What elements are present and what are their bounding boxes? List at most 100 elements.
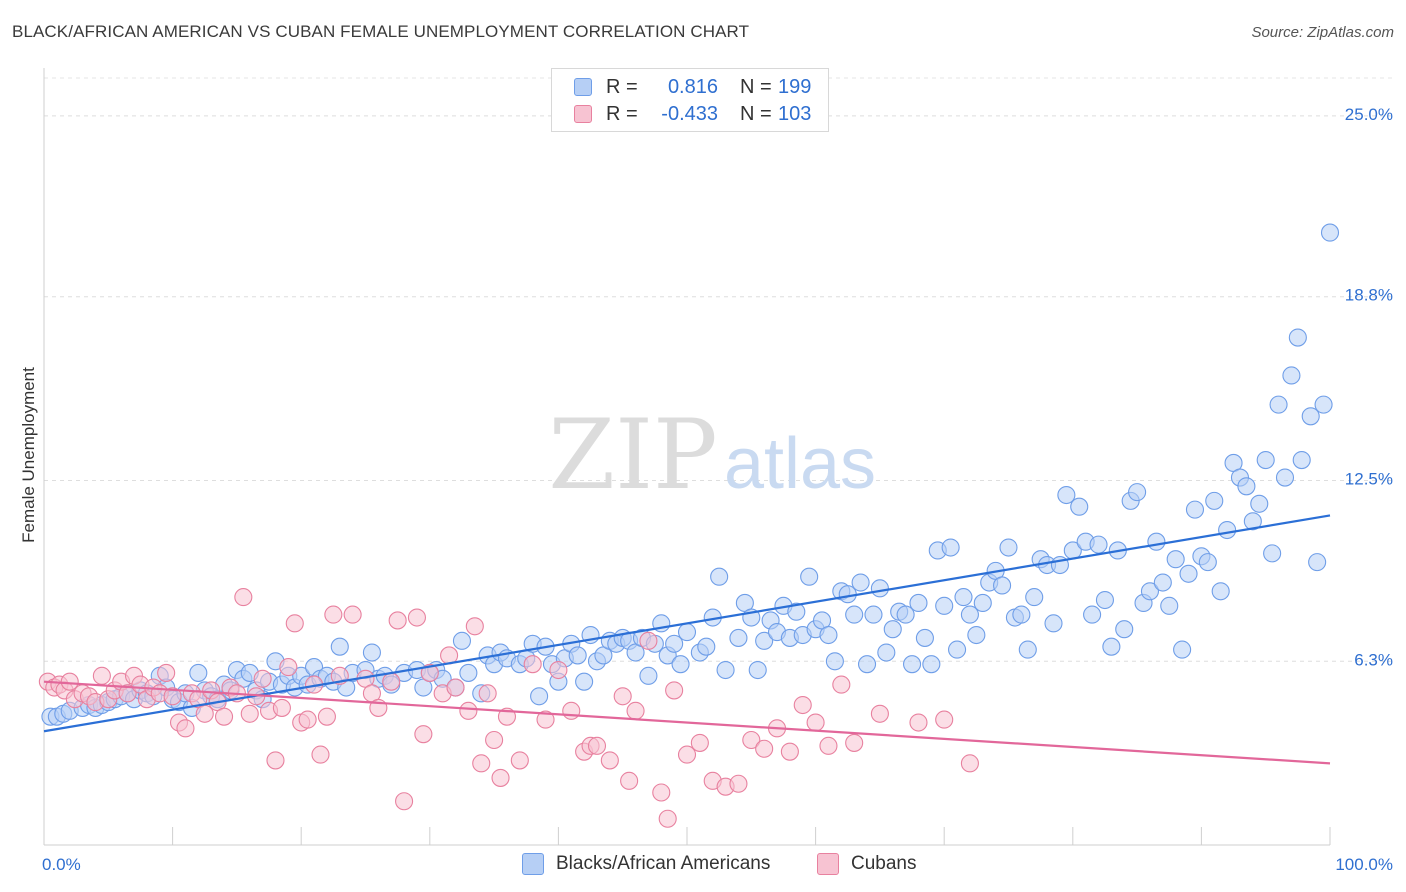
data-point [845,605,864,624]
y-axis-title: Female Unemployment [19,367,38,543]
chart-title: BLACK/AFRICAN AMERICAN VS CUBAN FEMALE U… [12,22,750,41]
data-point [414,725,433,744]
data-point [1320,223,1340,242]
data-point [382,672,401,691]
r-value: -0.433 [661,102,718,125]
data-point [935,710,954,729]
trend-line [43,680,1331,765]
data-point [1012,605,1031,624]
data-point [626,701,645,720]
data-point [176,719,195,738]
data-point [877,643,896,662]
data-point [948,640,967,659]
legend-row-blacks: R = 0.816 N = 199 [574,75,818,99]
data-point [1095,590,1114,610]
data-point [755,631,774,650]
data-point [1160,596,1179,615]
data-point [915,628,934,647]
data-point [935,596,954,615]
data-point [793,695,812,715]
data-point [298,710,317,729]
data-point [1275,468,1295,487]
data-point [1308,553,1327,572]
legend-swatch-blacks [574,78,592,96]
data-point [266,751,285,770]
data-point [677,623,697,642]
data-point [562,701,581,720]
data-point [1292,450,1311,470]
data-point [665,681,684,700]
y-tick-label: 6.3% [1354,650,1393,669]
watermark-zip: ZIP [548,399,717,511]
n-label: N = [740,102,772,125]
data-point [652,783,671,802]
data-point [530,687,549,706]
data-point [1314,395,1333,414]
data-point [465,617,484,636]
data-point [613,687,632,706]
data-point [317,707,336,726]
data-point [362,643,381,662]
data-point [324,605,343,624]
data-point [620,771,639,790]
data-point [1237,477,1256,496]
data-point [1128,483,1147,502]
data-point [697,637,716,656]
data-point [311,745,330,764]
trend-lines [43,514,1331,765]
data-point [639,631,658,650]
data-point [285,614,304,633]
watermark-atlas: atlas [724,424,876,504]
data-point [1288,328,1307,347]
x-tick-label: 0.0% [42,855,81,874]
data-point [536,710,555,729]
data-point [446,678,465,697]
data-point [870,704,889,723]
r-label: R = [606,102,638,125]
data-point [909,593,928,612]
data-point [1173,640,1192,659]
data-point [922,655,941,674]
axis-labels: 6.3% 12.5% 18.8% 25.0% 0.0% 100.0% Female Unem… [19,105,1393,874]
trend-line [43,514,1331,733]
y-tick-label: 25.0% [1345,105,1393,124]
data-point [960,754,979,773]
data-point [549,660,568,680]
data-point [941,538,960,557]
data-point [748,660,767,680]
data-point [1256,450,1275,470]
data-point [388,611,407,630]
r-value: 0.816 [667,75,718,98]
data-point [864,605,883,624]
legend-label-blacks: Blacks/African Americans [556,853,771,874]
n-value: 199 [778,75,812,98]
data-point [1166,550,1185,569]
data-point [407,608,426,627]
data-point [157,663,176,682]
data-point [883,620,902,639]
data-point [234,588,253,607]
data-point [1198,553,1217,572]
data-point [639,666,658,685]
y-tick-label: 12.5% [1345,469,1393,488]
data-point [967,625,986,645]
data-point [716,660,735,680]
legend-swatch-cubans [574,105,592,123]
data-point [491,768,510,787]
data-point [330,637,349,656]
data-point [671,655,690,674]
legend-swatch-cubans [817,853,839,875]
data-point [902,655,922,674]
data-point [478,684,497,703]
data-point [1140,582,1160,601]
data-point [857,655,877,674]
data-point [472,754,491,773]
data-point [800,567,819,586]
data-point [658,809,677,828]
data-point [575,672,594,691]
data-point [742,730,761,750]
data-point [1102,637,1121,656]
data-point [1083,605,1102,624]
data-point [819,736,838,755]
legend-row-cubans: R = -0.433 N = 103 [574,102,818,126]
